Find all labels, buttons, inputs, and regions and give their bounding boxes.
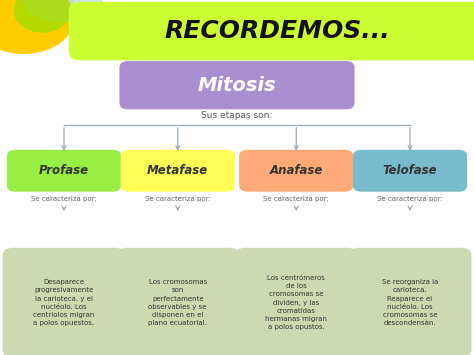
Text: Se reorganiza la
carioteca.
Reaparece el
nucléolo. Los
cromosomas se
descondensà: Se reorganiza la carioteca. Reaparece el… — [382, 279, 438, 326]
FancyBboxPatch shape — [353, 150, 467, 192]
Text: Los cromosomas
son
perfectamente
observables y se
disponen en el
plano ecuatoria: Los cromosomas son perfectamente observa… — [148, 279, 207, 326]
FancyBboxPatch shape — [239, 150, 353, 192]
Text: Anafase: Anafase — [270, 164, 323, 177]
Text: Metafase: Metafase — [147, 164, 209, 177]
FancyBboxPatch shape — [235, 248, 357, 355]
Text: Se caracteriza por:: Se caracteriza por: — [31, 196, 97, 202]
Text: Se caracteriza por:: Se caracteriza por: — [145, 196, 210, 202]
Text: Mitosis: Mitosis — [198, 76, 276, 95]
Text: Desaparece
progresivamente
la carioteca. y el
nucléolo. Los
centriolos migran
a : Desaparece progresivamente la carioteca.… — [33, 279, 95, 326]
Text: Profase: Profase — [39, 164, 89, 177]
Text: Telofase: Telofase — [383, 164, 438, 177]
FancyBboxPatch shape — [348, 248, 471, 355]
Text: Sus etapas son:: Sus etapas son: — [201, 111, 273, 120]
FancyBboxPatch shape — [7, 150, 121, 192]
Circle shape — [14, 0, 71, 32]
Text: Los centrómeros
de los
cromosomas se
dividen, y las
cromatidas
hermanas migran
a: Los centrómeros de los cromosomas se div… — [265, 275, 327, 331]
Text: Se caracteriza por:: Se caracteriza por: — [264, 196, 329, 202]
Text: RECORDEMOS...: RECORDEMOS... — [164, 19, 390, 43]
FancyBboxPatch shape — [120, 150, 235, 192]
Text: Se caracteriza por:: Se caracteriza por: — [377, 196, 443, 202]
FancyBboxPatch shape — [3, 248, 125, 355]
Circle shape — [19, 0, 104, 21]
FancyBboxPatch shape — [119, 61, 355, 109]
FancyBboxPatch shape — [69, 2, 474, 60]
FancyBboxPatch shape — [117, 248, 239, 355]
Circle shape — [0, 0, 76, 53]
Circle shape — [0, 0, 57, 28]
